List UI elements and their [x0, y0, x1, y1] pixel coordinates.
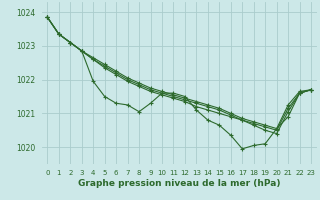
X-axis label: Graphe pression niveau de la mer (hPa): Graphe pression niveau de la mer (hPa)	[78, 179, 280, 188]
